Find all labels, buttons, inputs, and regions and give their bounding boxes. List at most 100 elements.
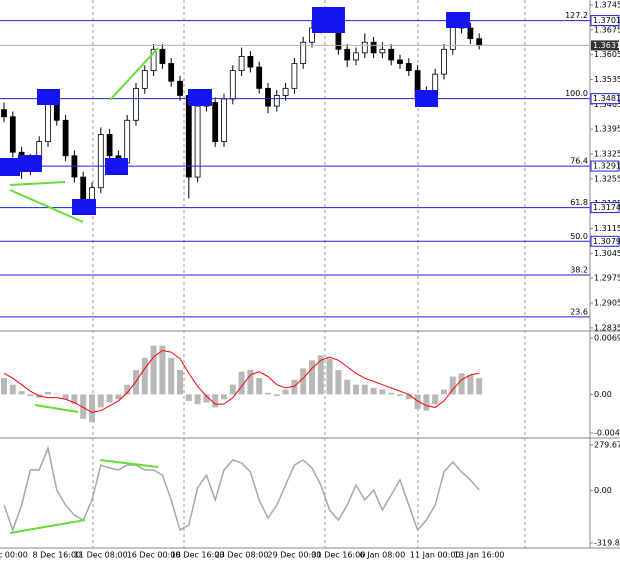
histogram-bar xyxy=(326,358,333,395)
y-tick-label: -0.00475 xyxy=(594,429,620,438)
x-tick-label: 6 Jan 08:00 xyxy=(360,551,406,560)
candle-body xyxy=(432,73,439,93)
y-tick-label: 0.00 xyxy=(594,486,612,495)
candle-body xyxy=(441,48,447,75)
histogram-bar xyxy=(397,394,403,397)
price-tag xyxy=(590,160,620,172)
histogram-bar xyxy=(80,394,87,419)
y-tick-label: 1.3745 xyxy=(594,0,620,9)
y-tick-label: 1.3605 xyxy=(594,50,620,59)
candle-body xyxy=(212,102,219,142)
x-tick-label: 23 Dec 08:00 xyxy=(215,551,269,560)
histogram-bar xyxy=(177,370,183,395)
trend-line xyxy=(9,519,86,534)
y-tick-label: 1.2975 xyxy=(594,274,620,283)
histogram-bar xyxy=(476,378,483,395)
annotations xyxy=(0,7,470,534)
price-tag-label: 1.3079 xyxy=(593,237,620,246)
y-tick-label: 1.3465 xyxy=(594,100,620,109)
fib-level-name: 38.2 xyxy=(570,266,588,275)
histogram-bar xyxy=(150,345,157,395)
candle-body xyxy=(388,48,395,61)
y-tick-label: 1.2905 xyxy=(594,299,620,308)
x-tick-label: 13 Jan 16:00 xyxy=(454,551,505,560)
histogram-bar xyxy=(229,384,236,395)
trend-line xyxy=(9,181,66,186)
candle-body xyxy=(229,70,236,100)
histogram-bar xyxy=(97,394,104,408)
histogram-bar xyxy=(124,384,131,395)
histogram-bar xyxy=(291,379,298,395)
y-tick-label: -319.822 xyxy=(594,538,620,547)
histogram-bar xyxy=(27,394,34,397)
price-tag xyxy=(590,235,620,247)
candle-body xyxy=(194,105,201,178)
x-tick-label: 16 Dec 00:00 xyxy=(127,551,181,560)
trend-line xyxy=(109,47,159,101)
histogram-bar xyxy=(159,345,166,395)
fib-level-name: 127.2 xyxy=(565,11,588,20)
marker-box xyxy=(72,199,96,215)
histogram-bar xyxy=(414,394,421,410)
histogram-bar xyxy=(432,394,439,405)
histogram-bar xyxy=(449,376,456,395)
fib-level-name: 23.6 xyxy=(570,307,588,316)
fib-level-name: 50.0 xyxy=(570,232,588,241)
histogram-bar xyxy=(203,394,210,403)
y-tick-label: 1.3045 xyxy=(594,249,620,258)
histogram-bar xyxy=(168,357,175,395)
frame xyxy=(0,0,620,549)
y-tick-label: 1.3255 xyxy=(594,174,620,183)
candle-body xyxy=(467,27,474,40)
candle-body xyxy=(405,63,412,72)
marker-box xyxy=(446,12,470,28)
histogram-bar xyxy=(18,391,25,395)
candle-body xyxy=(168,63,175,82)
x-tick-label: 29 Dec 00:00 xyxy=(267,551,321,560)
price-tag-label: 1.3701 xyxy=(593,16,620,25)
y-tick-label: 279.6732 xyxy=(594,441,620,450)
candle-body xyxy=(353,52,359,61)
candle-body xyxy=(185,95,192,178)
candle-body xyxy=(45,102,51,142)
histogram-bar xyxy=(405,394,412,400)
marker-box xyxy=(312,7,345,33)
histogram-bar xyxy=(265,392,271,395)
candle-body xyxy=(282,87,289,96)
candle-body xyxy=(106,134,113,157)
candle-body xyxy=(221,98,227,142)
price-tag xyxy=(590,202,620,214)
price-tag-label: 1.3174 xyxy=(593,203,620,212)
histogram-bar xyxy=(62,394,69,400)
fib-level-name: 61.8 xyxy=(570,198,588,207)
histogram-bar xyxy=(256,378,263,395)
trend-line xyxy=(99,459,159,468)
y-tick-label: 0.00694 xyxy=(594,334,620,343)
candle-body xyxy=(159,48,166,64)
marker-box xyxy=(105,158,128,175)
histogram-bar xyxy=(309,360,315,395)
price-tag xyxy=(590,15,620,27)
trend-line xyxy=(9,189,84,223)
candle-body xyxy=(97,134,104,189)
candle-body xyxy=(476,38,483,46)
candle-body xyxy=(370,41,377,54)
histogram-bar xyxy=(185,394,192,401)
candle-body xyxy=(265,87,271,107)
marker-box xyxy=(37,89,60,105)
histogram-bar xyxy=(273,394,280,397)
histogram-bar xyxy=(353,384,359,395)
y-tick-label: 1.2835 xyxy=(594,323,620,332)
histogram-bar xyxy=(282,389,289,395)
price-tag-label: 1.3291 xyxy=(593,162,620,171)
marker-box xyxy=(188,89,212,106)
histogram-bar xyxy=(212,394,219,408)
candle-body xyxy=(141,70,148,89)
x-tick-label: 18 Dec 16:00 xyxy=(171,551,225,560)
histogram-bar xyxy=(370,387,377,395)
marker-box xyxy=(415,90,438,107)
price-tag-label: 1.3481 xyxy=(593,94,620,103)
candle-body xyxy=(80,176,87,203)
current-price-label: 1.3631 xyxy=(593,41,620,50)
